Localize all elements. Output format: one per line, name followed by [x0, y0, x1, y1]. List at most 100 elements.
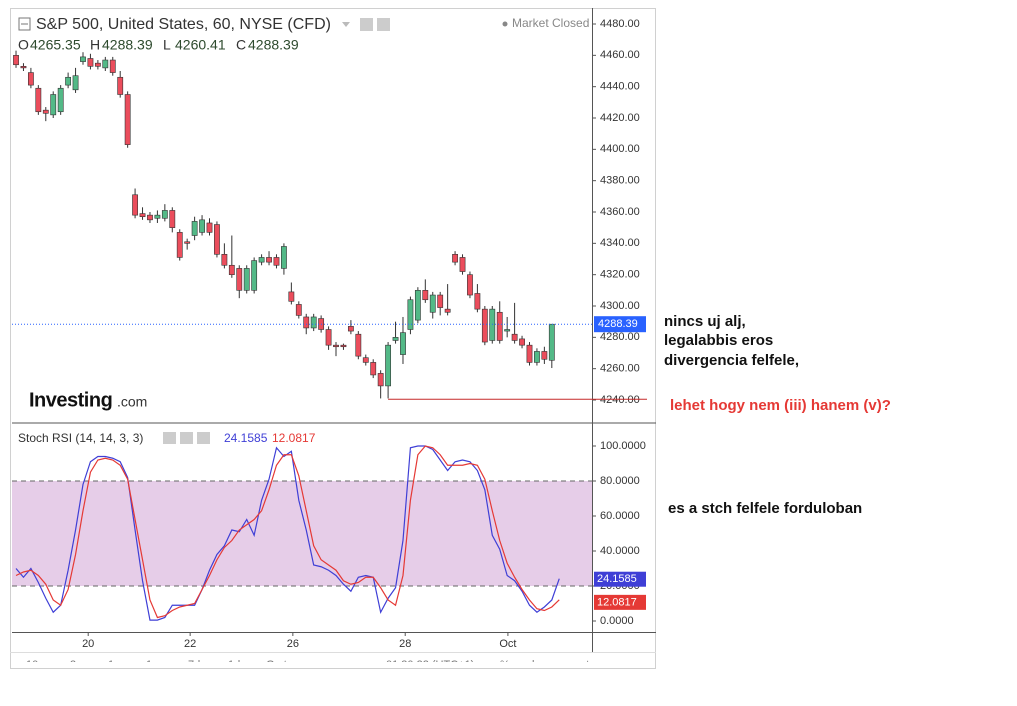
- ohlc-key: O: [18, 37, 29, 53]
- candle-body: [243, 268, 250, 291]
- candle-body: [132, 194, 138, 216]
- candle-body: [511, 333, 518, 341]
- x-tick-label: 28: [399, 638, 411, 650]
- y-tick-label: 4380.00: [600, 175, 640, 187]
- candle-body: [214, 224, 220, 255]
- candle-body: [362, 357, 369, 363]
- annotation: nincs uj alj,: [664, 313, 746, 330]
- candle-body: [266, 257, 272, 263]
- candle-body: [184, 241, 191, 244]
- settings-icon[interactable]: [377, 18, 390, 31]
- annotation: lehet hogy nem (iii) hanem (v)?: [670, 397, 891, 414]
- candle-body: [519, 338, 525, 346]
- indicator-close[interactable]: [197, 432, 210, 444]
- candle-body: [117, 76, 124, 95]
- toolbar-item[interactable]: log: [532, 659, 547, 671]
- candle-body: [13, 55, 19, 66]
- annotation: legalabbis eros: [664, 332, 773, 349]
- candle-body: [169, 210, 176, 228]
- candle-body: [377, 373, 384, 387]
- candle-body: [333, 344, 339, 348]
- y-tick-label: 4240.00: [600, 394, 640, 406]
- candle-body: [42, 109, 49, 114]
- candle-body: [57, 87, 64, 113]
- status-dot: [502, 21, 508, 27]
- candle-body: [72, 75, 79, 91]
- y-tick-label: 4400.00: [600, 143, 640, 155]
- candle-body: [467, 274, 473, 296]
- y-tick-label: 80.0000: [600, 475, 640, 487]
- logo: Investing: [29, 389, 112, 411]
- last-price-box: [594, 316, 646, 333]
- last-price-label: 4288.39: [598, 318, 638, 330]
- candle-body: [481, 308, 488, 343]
- toolbar-item[interactable]: auto: [574, 659, 595, 671]
- y-tick-label: 4440.00: [600, 81, 640, 93]
- candle-body: [295, 304, 302, 316]
- toolbar-item[interactable]: 3y: [70, 659, 82, 671]
- y-tick-label: 4420.00: [600, 112, 640, 124]
- candle-body: [94, 62, 101, 67]
- y-tick-label: 4360.00: [600, 206, 640, 218]
- candle-body: [221, 254, 228, 266]
- y-tick-label: 4280.00: [600, 331, 640, 343]
- candle-body: [35, 87, 42, 113]
- candle-body: [303, 316, 310, 329]
- indicator-icon[interactable]: [180, 432, 193, 444]
- candle-body: [325, 329, 332, 346]
- toolbar-item[interactable]: 1d: [228, 659, 240, 671]
- candle-body: [541, 351, 548, 360]
- toolbar-item[interactable]: Go to...: [266, 659, 302, 671]
- candle-body: [176, 232, 183, 258]
- ohlc-key: C: [236, 37, 246, 53]
- candle-body: [161, 210, 168, 219]
- value-box: [594, 571, 646, 587]
- candle-body: [452, 254, 458, 263]
- candle-body: [385, 344, 392, 387]
- x-tick-label: Oct: [499, 638, 516, 650]
- chart-title: S&P 500, United States, 60, NYSE (CFD): [36, 16, 331, 33]
- candle-body: [355, 333, 362, 357]
- candle-body: [347, 326, 354, 332]
- candle-body: [489, 308, 496, 341]
- candle-body: [370, 362, 377, 376]
- indicator-value: 12.0817: [272, 431, 316, 445]
- candle-body: [288, 291, 295, 302]
- title-dropdown[interactable]: [342, 22, 350, 27]
- ohlc-value: 4288.39: [248, 37, 299, 53]
- candle-body: [258, 257, 265, 263]
- collapse-icon[interactable]: [18, 17, 31, 31]
- price-pane: 4240.00 4260.00 4280.00 4300.00 4320.00 4340.…: [12, 18, 647, 406]
- x-tick-label: 26: [287, 638, 299, 650]
- settings-icon[interactable]: [360, 18, 373, 31]
- candle-body: [422, 290, 429, 301]
- value-box-label: 24.1585: [597, 573, 637, 585]
- candle-body: [474, 293, 481, 310]
- ohlc-value: 4265.35: [30, 37, 81, 53]
- toolbar-item[interactable]: 1m: [146, 659, 161, 671]
- candle-body: [444, 308, 451, 313]
- candle-body: [310, 316, 317, 329]
- candle-body: [65, 76, 72, 86]
- candle-body: [102, 59, 109, 69]
- candle-body: [273, 257, 280, 266]
- candle-body: [50, 94, 57, 116]
- candle-body: [534, 351, 540, 363]
- candle-body: [437, 294, 444, 308]
- candle-body: [251, 260, 258, 291]
- toolbar-item[interactable]: 01:30:32 (UTC+1): [386, 659, 474, 671]
- toolbar-item[interactable]: 10y: [26, 659, 44, 671]
- ohlc-value: 4260.41: [175, 37, 226, 53]
- toolbar-item[interactable]: %: [500, 659, 510, 671]
- toolbar-item[interactable]: 7d: [188, 659, 200, 671]
- toolbar-item[interactable]: 1y: [108, 659, 120, 671]
- candle-body: [236, 268, 243, 291]
- candle-body: [199, 219, 205, 233]
- stoch-pane: 0.000020.000040.000060.000080.0000100.00…: [12, 440, 646, 650]
- indicator-icon[interactable]: [163, 432, 176, 444]
- candle-body: [526, 344, 533, 363]
- candle-body: [496, 311, 503, 341]
- ohlc-key: L: [163, 37, 171, 53]
- candle-body: [147, 214, 153, 221]
